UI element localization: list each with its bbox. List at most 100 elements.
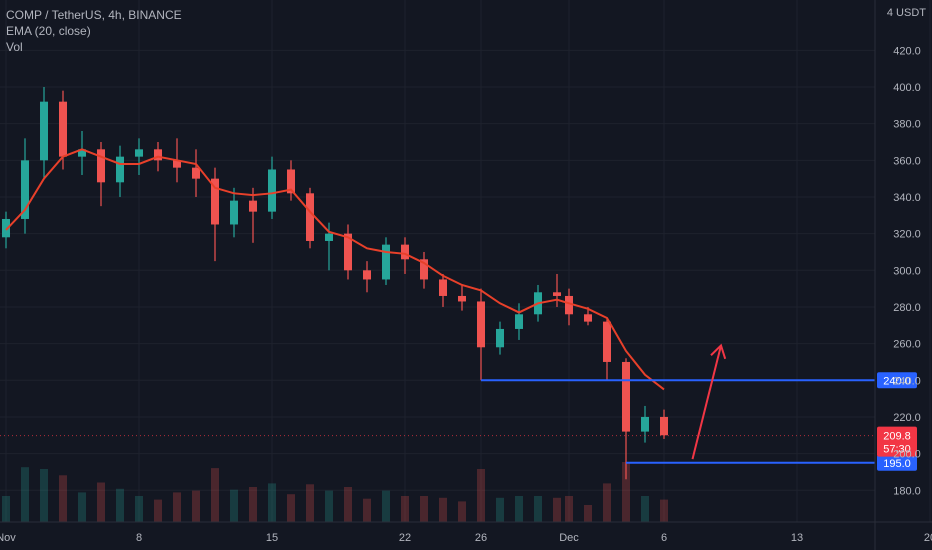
candle-body [584,314,592,322]
volume-bar [59,475,67,522]
volume-bar [344,487,352,522]
volume-bar [584,505,592,522]
currency-label[interactable]: 4 USDT [886,7,926,19]
volume-bar [40,469,48,522]
arrow-shaft [691,345,722,460]
countdown-label: 57:30 [883,444,911,456]
candle-body [173,160,181,168]
time-tick-label: Dec [559,532,579,544]
candle-body [2,218,10,238]
price-tick-label: 200.0 [893,449,921,461]
time-axis[interactable]: Nov 8 15 22 26 Dec 6 13 20 [0,532,932,544]
arrow-head-icon [710,343,727,360]
candle-body [477,301,485,348]
volume-bar [622,462,630,522]
candle-body [565,295,573,315]
volume-bar [458,501,466,522]
volume-legend[interactable]: Vol [6,40,23,54]
ema-line [0,148,875,437]
time-tick-label: 15 [266,532,278,544]
time-tick-label: 13 [791,532,803,544]
candle-body [135,149,143,157]
candle-body [40,101,48,161]
price-tick-label: 320.0 [893,229,921,241]
level-price-tag [877,372,917,389]
volume-bar [382,490,390,522]
candle-body [641,416,649,432]
volume-bar [2,496,10,522]
volume-bar [192,490,200,522]
candle-body [458,295,466,302]
volume-bar [230,489,238,522]
candle-body [496,328,504,348]
annotations[interactable] [691,343,727,460]
level-price-label: 240.0 [883,375,911,387]
price-tick-label: 420.0 [893,45,921,57]
candle-body [78,149,86,157]
volume-bar [439,497,447,522]
candle-body [97,149,105,183]
ema-20-line [5,148,665,391]
price-tick-label: 280.0 [893,302,921,314]
candle-body [116,156,124,183]
candle-body [192,167,200,179]
time-tick-label: 6 [661,532,667,544]
volume-bar [116,488,124,522]
volume-bar [97,482,105,522]
volume-bar [249,487,257,522]
volume-bar [660,499,668,522]
price-tick-label: 260.0 [893,339,921,351]
candle-body [325,233,333,241]
candle-body [154,149,162,161]
volume-bar [306,484,314,522]
candle-body [401,244,409,260]
time-tick-label: 22 [399,532,411,544]
volume-bar [401,496,409,522]
last-price-label: 209.8 [883,431,911,443]
volume-bar [21,467,29,522]
volume-bar [325,490,333,522]
candle-body [515,314,523,329]
volume-bar [420,496,428,522]
horizontal-levels[interactable]: 240.0 195.0 209.857:30 [481,372,917,471]
volume-bar [135,496,143,522]
time-tick-label: 20 [924,532,932,544]
time-tick-label: 26 [475,532,487,544]
volume-bar [641,496,649,522]
price-tick-label: 240.0 [893,375,921,387]
ema-legend[interactable]: EMA (20, close) [6,24,91,38]
price-tick-label: 340.0 [893,192,921,204]
candle-body [622,361,630,432]
volume-bars [2,462,668,522]
level-price-label: 195.0 [883,458,911,470]
volume-bar [287,494,295,522]
price-tick-label: 380.0 [893,119,921,131]
price-tick-label: 220.0 [893,412,921,424]
candle-body [363,270,371,280]
candle-body [344,233,352,271]
candle-body [439,279,447,296]
volume-bar [565,496,573,522]
candle-body [59,101,67,157]
volume-bar [477,469,485,522]
volume-bar [154,499,162,522]
price-tick-label: 360.0 [893,155,921,167]
candle-body [382,244,390,280]
price-tick-label: 400.0 [893,82,921,94]
time-tick-label: Nov [0,532,16,544]
volume-bar [173,492,181,522]
candle-body [211,178,219,225]
volume-bar [363,498,371,522]
candle-body [287,169,295,194]
volume-bar [553,497,561,522]
candle-body [268,169,276,212]
volume-bar [211,468,219,522]
symbol-legend[interactable]: COMP / TetherUS, 4h, BINANCE [6,8,182,22]
candle-body [660,416,668,436]
volume-bar [534,496,542,522]
volume-bar [603,483,611,522]
volume-bar [515,496,523,522]
candle-body [21,160,29,219]
